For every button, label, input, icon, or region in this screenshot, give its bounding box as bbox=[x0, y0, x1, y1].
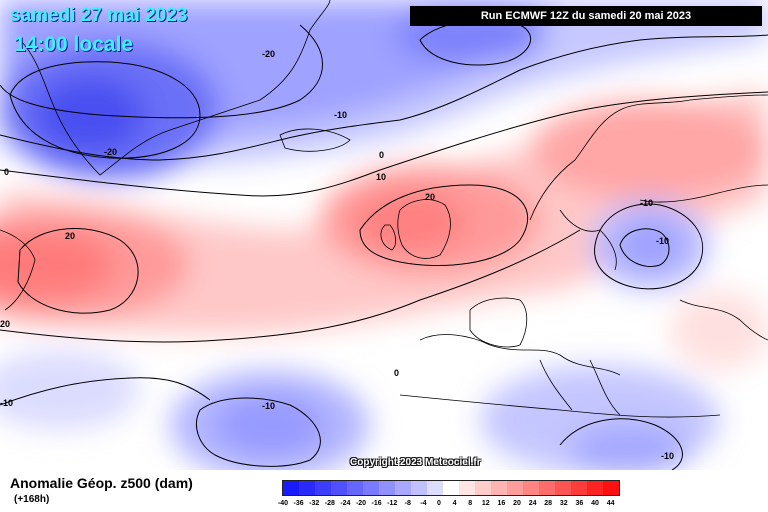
scale-swatch bbox=[299, 481, 315, 495]
forecast-time: 14:00 locale bbox=[14, 33, 134, 56]
scale-label: -24 bbox=[340, 500, 351, 507]
scale-swatch bbox=[363, 481, 379, 495]
contour-label: 10 bbox=[376, 172, 386, 182]
scale-swatch bbox=[603, 481, 619, 495]
contour-label: 20 bbox=[425, 192, 435, 202]
contour-label: -20 bbox=[262, 49, 275, 59]
contour-label: 0 bbox=[4, 167, 9, 177]
scale-swatch bbox=[555, 481, 571, 495]
contour-label: -10 bbox=[262, 401, 275, 411]
scale-label: -20 bbox=[355, 500, 367, 507]
forecast-date: samedi 27 mai 2023 bbox=[10, 5, 188, 26]
scale-label: -16 bbox=[371, 500, 382, 507]
scale-label: -40 bbox=[277, 500, 289, 507]
scale-label: 28 bbox=[544, 500, 553, 507]
map-title: Anomalie Géop. z500 (dam) bbox=[10, 475, 193, 491]
scale-label: 12 bbox=[481, 500, 490, 507]
color-scale bbox=[282, 480, 620, 496]
contour-lines bbox=[0, 19, 768, 470]
anomaly-shading bbox=[0, 0, 768, 470]
scale-label: 0 bbox=[437, 500, 441, 507]
scale-swatch bbox=[587, 481, 603, 495]
contour-label: -10 bbox=[640, 198, 653, 208]
contour-label-group: -20 -20 -10 0 10 20 0 20 -10 20 -10 -10 … bbox=[0, 49, 674, 461]
contour-label: -20 bbox=[104, 147, 117, 157]
scale-swatch bbox=[331, 481, 347, 495]
scale-label: 24 bbox=[528, 500, 537, 507]
scale-label: 32 bbox=[559, 500, 568, 507]
scale-label: -12 bbox=[387, 500, 398, 507]
scale-label: -4 bbox=[420, 500, 427, 507]
contour-label: 20 bbox=[65, 231, 75, 241]
contour-label: -10 bbox=[0, 398, 13, 408]
scale-label: 44 bbox=[606, 500, 615, 507]
contour-label: 20 bbox=[0, 319, 10, 329]
contour-label: 0 bbox=[394, 368, 399, 378]
scale-swatch bbox=[539, 481, 555, 495]
scale-label: 8 bbox=[468, 500, 473, 507]
contour-label: -10 bbox=[334, 110, 347, 120]
scale-label: -36 bbox=[293, 500, 304, 507]
footer: Anomalie Géop. z500 (dam) (+168h) -40 -36… bbox=[0, 470, 768, 512]
scale-swatch bbox=[283, 481, 299, 495]
scale-swatch bbox=[395, 481, 411, 495]
scale-swatch bbox=[379, 481, 395, 495]
scale-swatch bbox=[459, 481, 475, 495]
scale-swatch bbox=[523, 481, 539, 495]
contour-label: -10 bbox=[656, 236, 669, 246]
scale-swatch bbox=[347, 481, 363, 495]
coastlines bbox=[0, 0, 768, 418]
scale-label: 40 bbox=[591, 500, 599, 507]
scale-swatch bbox=[571, 481, 587, 495]
scale-swatch bbox=[315, 481, 331, 495]
anomaly-map: -20 -20 -10 0 10 20 0 20 -10 20 -10 -10 … bbox=[0, 0, 768, 470]
contour-label: -10 bbox=[661, 451, 674, 461]
scale-swatch bbox=[443, 481, 459, 495]
scale-label: -8 bbox=[404, 500, 411, 507]
color-scale-labels: -40 -36 -32 -28 -24 -20 -16 -12 -8 -4 0 4 8 12 16 20 24 2… bbox=[278, 500, 615, 512]
copyright: Copyright 2023 Meteociel.fr bbox=[350, 457, 481, 468]
scale-swatch bbox=[475, 481, 491, 495]
scale-label: 20 bbox=[513, 500, 521, 507]
scale-swatch bbox=[507, 481, 523, 495]
scale-label: -32 bbox=[309, 500, 320, 507]
scale-label: 16 bbox=[497, 500, 506, 507]
scale-label: -28 bbox=[324, 500, 335, 507]
scale-swatch bbox=[427, 481, 443, 495]
scale-swatch bbox=[491, 481, 507, 495]
scale-swatch bbox=[411, 481, 427, 495]
scale-label: 4 bbox=[452, 500, 457, 507]
scale-label: 36 bbox=[575, 500, 584, 507]
forecast-range: (+168h) bbox=[14, 494, 50, 505]
run-info: Run ECMWF 12Z du samedi 20 mai 2023 bbox=[410, 6, 762, 26]
contour-label: 0 bbox=[379, 150, 384, 160]
